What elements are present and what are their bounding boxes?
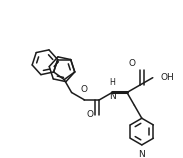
Text: N: N	[138, 150, 145, 158]
Text: H: H	[109, 78, 115, 87]
Text: OH: OH	[160, 73, 174, 82]
Text: O: O	[81, 85, 88, 94]
Text: N: N	[109, 92, 115, 101]
Text: O: O	[87, 110, 94, 119]
Text: O: O	[128, 58, 135, 67]
